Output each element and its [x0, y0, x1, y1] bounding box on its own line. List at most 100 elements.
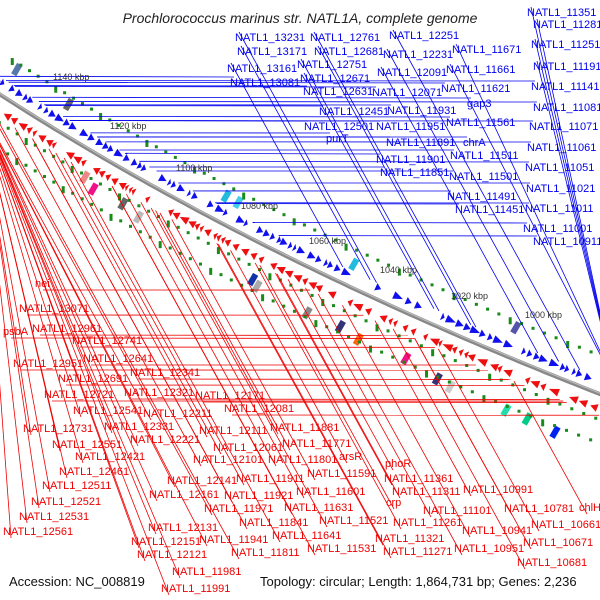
- reverse-gene-label[interactable]: NATL1_10671: [523, 537, 594, 549]
- reverse-gene-label[interactable]: arsR: [339, 451, 363, 463]
- reverse-gene-label[interactable]: NATL1_12161: [149, 489, 220, 501]
- reverse-gene-label[interactable]: NATL1_10681: [517, 557, 588, 569]
- reverse-gene-label[interactable]: NATL1_11991: [161, 583, 231, 595]
- reverse-gene-label[interactable]: NATL1_12141: [167, 475, 238, 487]
- reverse-gene-label[interactable]: NATL1_12951: [13, 358, 84, 370]
- reverse-gene-label[interactable]: NATL1_12331: [104, 421, 175, 433]
- forward-gene-label[interactable]: NATL1_11491: [447, 191, 517, 203]
- forward-gene-label[interactable]: gap3: [467, 98, 492, 110]
- reverse-gene-label[interactable]: NATL1_12211: [143, 408, 213, 420]
- reverse-gene-label[interactable]: NATL1_11911: [236, 473, 305, 485]
- forward-gene-label[interactable]: NATL1_11081: [533, 102, 600, 114]
- forward-gene-label[interactable]: NATL1_13161: [227, 63, 298, 75]
- reverse-gene-label[interactable]: NATL1_12101: [193, 454, 264, 466]
- reverse-gene-label[interactable]: NATL1_11801: [268, 454, 338, 466]
- reverse-gene-label[interactable]: NATL1_12121: [137, 549, 208, 561]
- reverse-gene-label[interactable]: NATL1_10781: [504, 503, 575, 515]
- reverse-gene-label[interactable]: NATL1_11601: [296, 486, 366, 498]
- forward-gene-label[interactable]: NATL1_11851: [380, 167, 450, 179]
- forward-gene-label[interactable]: NATL1_11561: [446, 117, 516, 129]
- forward-gene-label[interactable]: NATL1_11051: [525, 162, 595, 174]
- reverse-gene-label[interactable]: NATL1_10661: [531, 519, 600, 531]
- forward-gene-label[interactable]: NATL1_11671: [452, 44, 522, 56]
- forward-gene-label[interactable]: NATL1_11281: [533, 19, 600, 31]
- forward-gene-label[interactable]: NATL1_11251: [531, 39, 600, 51]
- forward-gene-label[interactable]: NATL1_12761: [310, 32, 381, 44]
- reverse-gene-label[interactable]: NATL1_10951: [454, 543, 525, 555]
- reverse-gene-label[interactable]: NATL1_11881: [270, 422, 340, 434]
- reverse-gene-label[interactable]: NATL1_12561: [3, 526, 74, 538]
- forward-gene-label[interactable]: NATL1_11501: [449, 171, 519, 183]
- forward-gene-label[interactable]: NATL1_11021: [526, 183, 596, 195]
- forward-gene-label[interactable]: NATL1_12751: [297, 59, 368, 71]
- forward-gene-label[interactable]: NATL1_12681: [314, 46, 385, 58]
- forward-gene-label[interactable]: NATL1_11191: [533, 61, 600, 73]
- reverse-gene-label[interactable]: NATL1_12131: [148, 522, 219, 534]
- reverse-gene-label[interactable]: NATL1_11531: [307, 543, 377, 555]
- reverse-gene-label[interactable]: NATL1_10991: [463, 484, 534, 496]
- reverse-gene-label[interactable]: psbA: [3, 326, 29, 338]
- forward-gene-label[interactable]: NATL1_11931: [387, 105, 457, 117]
- forward-gene-label[interactable]: NATL1_11511: [450, 150, 519, 162]
- reverse-gene-label[interactable]: NATL1_12551: [52, 439, 123, 451]
- forward-gene-label[interactable]: NATL1_12451: [319, 106, 390, 118]
- reverse-gene-label[interactable]: NATL1_11271: [383, 546, 453, 558]
- reverse-gene-label[interactable]: NATL1_12541: [73, 405, 144, 417]
- reverse-gene-label[interactable]: NATL1_12171: [195, 390, 266, 402]
- forward-gene-label[interactable]: NATL1_11011: [525, 203, 594, 215]
- reverse-gene-label[interactable]: nei: [35, 278, 50, 290]
- reverse-gene-label[interactable]: NATL1_13071: [19, 303, 90, 315]
- forward-gene-label[interactable]: NATL1_13081: [230, 77, 301, 89]
- reverse-gene-label[interactable]: NATL1_12321: [124, 387, 195, 399]
- forward-gene-label[interactable]: NATL1_11661: [446, 64, 516, 76]
- reverse-gene-label[interactable]: NATL1_11771: [282, 438, 352, 450]
- reverse-gene-label[interactable]: NATL1_11811: [231, 547, 300, 559]
- forward-gene-label[interactable]: NATL1_13171: [237, 46, 308, 58]
- forward-gene-label[interactable]: NATL1_10911: [533, 236, 600, 248]
- forward-gene-label[interactable]: NATL1_13231: [235, 32, 306, 44]
- reverse-gene-label[interactable]: NATL1_11521: [319, 515, 389, 527]
- reverse-gene-label[interactable]: NATL1_11631: [284, 502, 354, 514]
- forward-gene-label[interactable]: NATL1_12671: [300, 73, 371, 85]
- reverse-gene-label[interactable]: NATL1_12061: [213, 442, 284, 454]
- reverse-gene-label[interactable]: NATL1_12221: [130, 434, 201, 446]
- forward-gene-label[interactable]: NATL1_11061: [527, 142, 597, 154]
- forward-gene-label[interactable]: chrA: [463, 137, 486, 149]
- reverse-gene-label[interactable]: NATL1_12721: [44, 389, 115, 401]
- reverse-gene-label[interactable]: NATL1_12511: [42, 480, 112, 492]
- reverse-gene-label[interactable]: chlH: [579, 502, 600, 514]
- reverse-gene-label[interactable]: NATL1_12151: [131, 536, 202, 548]
- reverse-gene-label[interactable]: NATL1_11591: [307, 468, 377, 480]
- reverse-gene-label[interactable]: NATL1_12961: [32, 323, 103, 335]
- reverse-gene-label[interactable]: NATL1_12741: [72, 335, 143, 347]
- reverse-gene-label[interactable]: NATL1_11361: [384, 473, 454, 485]
- reverse-gene-label[interactable]: NATL1_12341: [130, 367, 201, 379]
- forward-gene-label[interactable]: NATL1_12251: [389, 30, 460, 42]
- reverse-gene-label[interactable]: NATL1_12081: [224, 403, 295, 415]
- reverse-gene-label[interactable]: NATL1_12691: [58, 373, 129, 385]
- forward-gene-label[interactable]: NATL1_12071: [372, 87, 443, 99]
- reverse-gene-label[interactable]: NATL1_12531: [19, 511, 90, 523]
- forward-gene-label[interactable]: NATL1_11141: [531, 81, 600, 93]
- forward-gene-label[interactable]: NATL1_12501: [304, 121, 375, 133]
- reverse-gene-label[interactable]: NATL1_11311: [392, 486, 461, 498]
- reverse-gene-label[interactable]: NATL1_11981: [172, 566, 242, 578]
- forward-gene-label[interactable]: NATL1_11891: [386, 137, 456, 149]
- reverse-gene-label[interactable]: NATL1_11971: [204, 503, 274, 515]
- reverse-gene-label[interactable]: NATL1_12421: [75, 451, 146, 463]
- reverse-gene-label[interactable]: NATL1_11321: [375, 533, 445, 545]
- forward-gene-label[interactable]: NATL1_12091: [377, 67, 448, 79]
- forward-gene-label[interactable]: NATL1_11451: [455, 204, 525, 216]
- reverse-gene-label[interactable]: phoR: [385, 458, 412, 470]
- reverse-gene-label[interactable]: NATL1_11101: [423, 505, 492, 517]
- reverse-gene-label[interactable]: NATL1_12731: [23, 423, 94, 435]
- forward-gene-label[interactable]: NATL1_11951: [376, 121, 446, 133]
- reverse-gene-label[interactable]: crp: [386, 497, 402, 509]
- reverse-gene-label[interactable]: NATL1_10941: [462, 525, 533, 537]
- reverse-gene-label[interactable]: NATL1_11641: [272, 530, 342, 542]
- forward-gene-label[interactable]: NATL1_12231: [383, 49, 454, 61]
- reverse-gene-label[interactable]: NATL1_12111: [199, 425, 268, 437]
- forward-gene-label[interactable]: NATL1_12631: [303, 86, 374, 98]
- reverse-gene-label[interactable]: NATL1_11841: [239, 517, 309, 529]
- forward-gene-label[interactable]: purT: [326, 133, 349, 145]
